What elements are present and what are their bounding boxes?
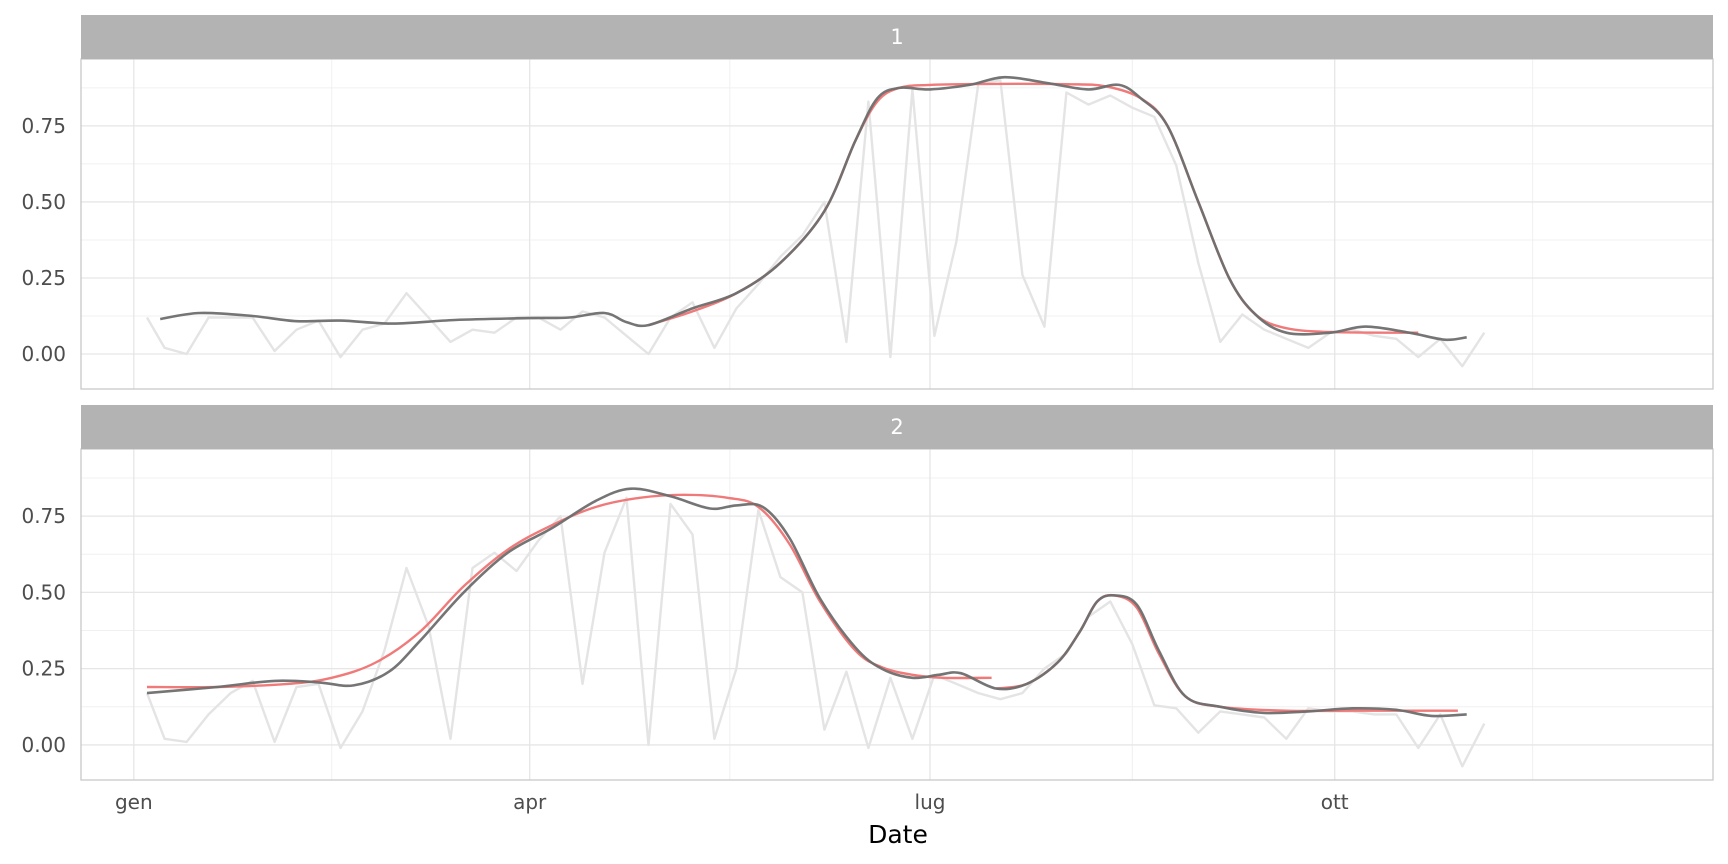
y-tick-label: 0.75 bbox=[21, 504, 66, 528]
x-axis: gen apr lug ott bbox=[115, 790, 1349, 814]
smoothed-series-line bbox=[159, 75, 1467, 342]
panel-1: 0.00 0.25 0.50 0.75 1 bbox=[21, 15, 1714, 390]
raw-series-line bbox=[145, 496, 1486, 768]
y-tick-label: 0.00 bbox=[21, 733, 66, 757]
facet-strip bbox=[81, 405, 1713, 449]
x-tick-label: gen bbox=[115, 790, 153, 814]
y-tick-label: 0.50 bbox=[21, 580, 66, 604]
y-tick-label: 0.75 bbox=[21, 114, 66, 138]
x-axis-title: Date bbox=[868, 820, 928, 849]
panels: 0.00 0.25 0.50 0.75 1 0.00 0.25 0.50 0.75 2 bbox=[21, 15, 1714, 781]
x-tick-label: lug bbox=[915, 790, 946, 814]
x-tick-label: apr bbox=[513, 790, 547, 814]
panel-2: 0.00 0.25 0.50 0.75 2 bbox=[21, 405, 1714, 781]
y-tick-label: 0.25 bbox=[21, 266, 66, 290]
raw-series-line bbox=[145, 79, 1486, 368]
y-tick-label: 0.00 bbox=[21, 342, 66, 366]
panel-border bbox=[80, 58, 1714, 390]
facet-strip-label: 2 bbox=[890, 415, 903, 439]
facet-strip bbox=[81, 15, 1713, 59]
y-tick-label: 0.50 bbox=[21, 190, 66, 214]
y-tick-label: 0.25 bbox=[21, 657, 66, 681]
facet-strip-label: 1 bbox=[890, 25, 903, 49]
fit-series-line bbox=[648, 82, 1419, 334]
x-tick-label: ott bbox=[1321, 790, 1349, 814]
panel-border bbox=[80, 448, 1714, 781]
smoothed-series-line bbox=[146, 487, 1467, 718]
